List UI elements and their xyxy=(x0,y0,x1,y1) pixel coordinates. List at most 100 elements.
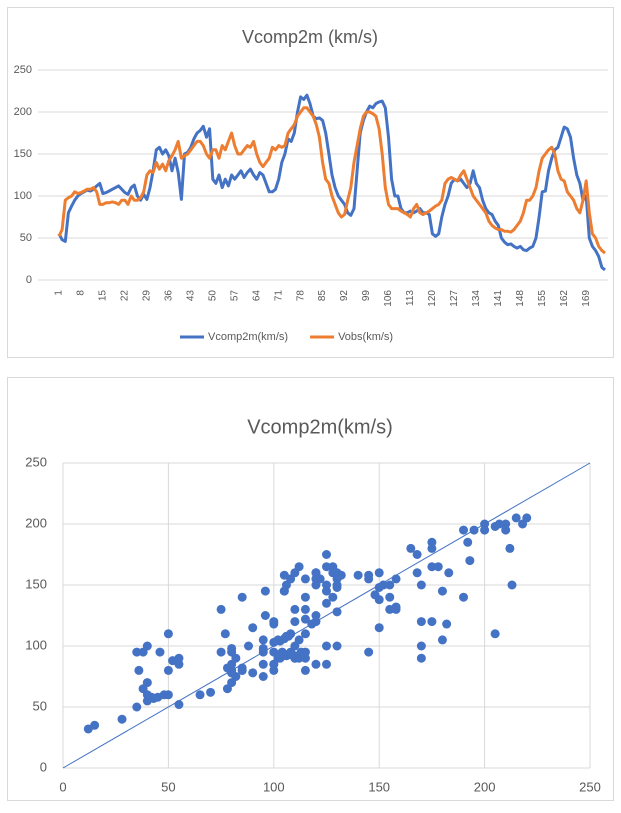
scatter-point xyxy=(332,607,342,617)
scatter-point xyxy=(142,696,152,706)
scatter-point xyxy=(163,665,173,675)
chart-title: Vcomp2m (km/s) xyxy=(242,27,378,47)
scatter-point xyxy=(322,598,331,608)
x-tick-label: 169 xyxy=(581,290,592,307)
scatter-point xyxy=(281,580,291,590)
scatter-point xyxy=(206,687,216,697)
scatter-point xyxy=(322,562,331,572)
scatter-point xyxy=(385,604,395,614)
scatter-point xyxy=(406,543,416,553)
scatter-point xyxy=(469,525,479,535)
scatter-point xyxy=(522,513,532,523)
scatter-point xyxy=(290,641,300,651)
scatter-point xyxy=(385,592,395,602)
scatter-point xyxy=(248,668,258,678)
scatter-point xyxy=(416,617,426,627)
scatter-point xyxy=(142,641,152,651)
scatter-point xyxy=(174,653,184,663)
scatter-point xyxy=(222,684,232,694)
scatter-point xyxy=(311,659,321,669)
x-tick-label: 36 xyxy=(163,290,174,302)
scatter-point xyxy=(374,568,384,578)
scatter-point xyxy=(437,586,447,596)
x-tick-label: 134 xyxy=(471,290,482,307)
series-line xyxy=(57,93,606,272)
x-tick-label: 200 xyxy=(474,779,496,794)
scatter-point xyxy=(300,604,310,614)
diagonal-line xyxy=(62,462,591,769)
scatter-point xyxy=(290,653,300,663)
scatter-point xyxy=(374,623,384,633)
x-tick-label: 141 xyxy=(493,290,504,307)
x-tick-label: 250 xyxy=(579,779,601,794)
x-tick-label: 1 xyxy=(54,290,65,296)
scatter-point xyxy=(155,647,165,657)
x-tick-label: 64 xyxy=(251,290,262,302)
x-tick-label: 148 xyxy=(515,290,526,307)
scatter-point xyxy=(237,592,247,602)
x-tick-label: 100 xyxy=(263,779,285,794)
scatter-point xyxy=(174,700,184,710)
scatter-point xyxy=(273,635,283,645)
scatter-point xyxy=(300,629,310,639)
scatter-point xyxy=(364,570,374,580)
scatter-point xyxy=(511,513,521,523)
y-tick-label: 100 xyxy=(25,637,47,652)
scatter-point xyxy=(501,525,511,535)
x-tick-label: 71 xyxy=(273,290,284,302)
scatter-point xyxy=(505,543,515,553)
scatter-point xyxy=(258,659,268,669)
scatter-point xyxy=(364,647,374,657)
scatter-point xyxy=(433,562,443,572)
scatter-point xyxy=(83,724,93,734)
scatter-point xyxy=(332,641,342,651)
scatter-point xyxy=(311,611,321,620)
scatter-point xyxy=(132,702,142,712)
scatter-point xyxy=(507,580,517,590)
scatter-point xyxy=(311,580,321,590)
scatter-point xyxy=(427,543,437,553)
scatter-point xyxy=(480,519,490,529)
y-tick-label: 0 xyxy=(40,759,47,774)
scatter-point xyxy=(427,617,437,627)
scatter-point xyxy=(391,574,401,584)
x-tick-label: 99 xyxy=(361,290,372,302)
scatter-point xyxy=(258,635,268,645)
scatter-point xyxy=(465,556,475,566)
chart-title: Vcomp2m(km/s) xyxy=(247,416,393,438)
x-tick-label: 120 xyxy=(427,290,438,307)
scatter-point xyxy=(163,629,173,639)
scatter-point xyxy=(260,586,270,596)
y-tick-label: 200 xyxy=(14,106,32,118)
y-tick-label: 100 xyxy=(14,190,32,202)
y-tick-label: 50 xyxy=(33,698,47,713)
scatter-point xyxy=(244,641,254,651)
scatter-point xyxy=(322,580,331,590)
x-tick-label: 57 xyxy=(229,290,240,302)
scatter-point xyxy=(220,629,230,639)
chart-frame xyxy=(7,7,614,358)
x-tick-label: 106 xyxy=(383,290,394,307)
scatter-point xyxy=(437,635,447,645)
y-tick-label: 50 xyxy=(20,232,32,244)
scatter-point xyxy=(463,537,473,547)
scatter-point xyxy=(134,665,144,675)
scatter-point xyxy=(195,690,205,700)
x-tick-label: 155 xyxy=(537,290,548,307)
scatter-point xyxy=(391,604,401,614)
scatter-point xyxy=(427,562,437,572)
x-tick-label: 8 xyxy=(76,290,87,296)
x-tick-label: 127 xyxy=(449,290,460,307)
scatter-point xyxy=(290,604,300,614)
scatter-point xyxy=(163,690,173,700)
x-tick-label: 50 xyxy=(161,779,175,794)
scatter-point xyxy=(416,653,426,663)
scatter-point xyxy=(311,568,321,578)
scatter-point xyxy=(416,641,426,651)
scatter-point xyxy=(216,647,226,657)
x-tick-label: 92 xyxy=(339,290,350,302)
scatter-point xyxy=(416,580,426,590)
scatter-point xyxy=(328,592,338,602)
